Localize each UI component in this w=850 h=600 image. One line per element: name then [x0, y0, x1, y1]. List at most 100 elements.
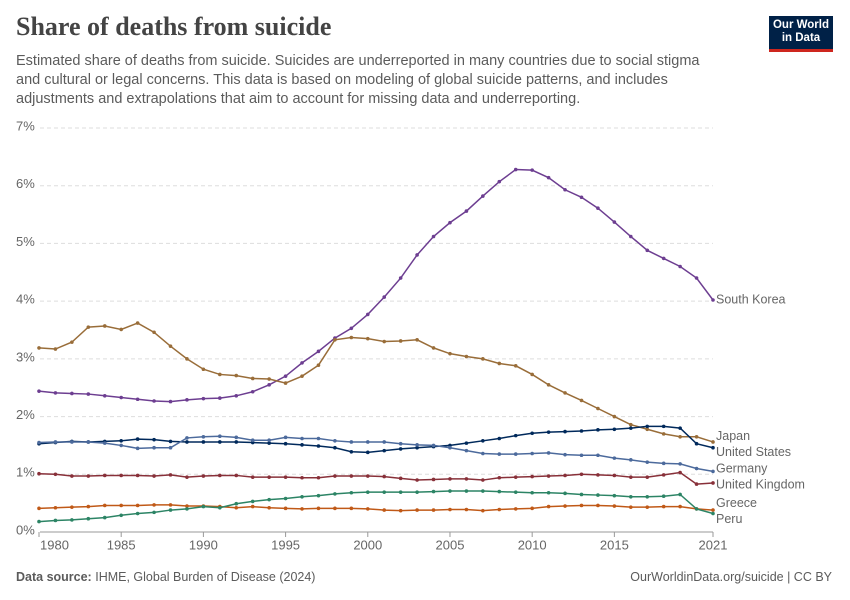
y-tick-label: 6%: [16, 176, 35, 191]
data-point: [398, 441, 403, 446]
data-point: [201, 504, 206, 509]
data-point: [481, 357, 485, 361]
x-tick-label: 1980: [40, 537, 69, 552]
data-point: [513, 507, 518, 511]
source-url[interactable]: OurWorldinData.org/suicide | CC BY: [630, 570, 832, 584]
data-point: [316, 493, 321, 498]
data-point: [645, 460, 650, 464]
data-point: [185, 398, 189, 402]
data-point: [431, 346, 436, 350]
data-point: [185, 436, 189, 440]
data-point: [333, 474, 337, 478]
data-point: [711, 440, 715, 444]
data-point: [661, 473, 666, 477]
data-point: [563, 429, 567, 434]
data-point: [37, 519, 41, 524]
data-point: [629, 458, 633, 462]
data-point: [86, 516, 91, 521]
data-point: [201, 474, 206, 478]
series-line: [38, 504, 714, 512]
data-point: [300, 494, 304, 499]
data-point: [612, 414, 617, 419]
data-point: [415, 478, 419, 482]
data-point: [102, 324, 107, 328]
data-point: [448, 489, 452, 493]
data-point: [234, 435, 239, 440]
data-point: [645, 427, 650, 432]
data-point: [612, 473, 617, 478]
data-point: [497, 475, 502, 480]
data-point: [333, 338, 337, 342]
series-label: Greece: [716, 496, 757, 510]
data-point: [86, 392, 91, 396]
data-point: [333, 439, 337, 443]
data-point: [316, 444, 321, 448]
data-point: [300, 361, 304, 365]
data-point: [70, 391, 74, 396]
data-point: [579, 453, 584, 458]
data-point: [513, 167, 518, 172]
data-point: [678, 426, 682, 430]
data-point: [645, 475, 650, 479]
data-point: [53, 518, 58, 523]
data-point: [119, 395, 123, 400]
data-point: [168, 473, 173, 477]
data-point: [645, 248, 650, 253]
data-point: [37, 389, 41, 393]
data-point: [661, 494, 666, 499]
series-label: United States: [716, 445, 791, 459]
data-point: [250, 376, 255, 381]
data-point: [250, 438, 255, 443]
data-point: [694, 482, 699, 486]
data-point: [497, 361, 502, 366]
data-point: [382, 295, 387, 299]
data-point: [53, 440, 58, 444]
data-point: [283, 475, 288, 479]
data-point: [267, 438, 271, 443]
data-point: [102, 393, 107, 398]
data-point: [612, 427, 617, 432]
logo[interactable]: Our World in Data: [769, 16, 833, 52]
data-point: [267, 383, 271, 387]
data-point: [513, 452, 518, 456]
data-point: [300, 374, 304, 378]
series-line: [38, 425, 714, 454]
data-point: [53, 505, 58, 510]
data-point: [218, 396, 222, 400]
series-label: Germany: [716, 461, 768, 475]
data-point: [513, 363, 518, 368]
data-point: [168, 344, 173, 348]
data-point: [415, 508, 419, 512]
data-point: [119, 503, 123, 508]
data-point: [168, 445, 173, 450]
data-point: [283, 381, 288, 385]
data-point: [135, 397, 140, 402]
data-point: [102, 503, 107, 508]
data-point: [185, 475, 189, 479]
data-point: [645, 494, 650, 499]
data-point: [349, 440, 354, 444]
data-point: [201, 434, 206, 439]
data-point: [596, 428, 600, 432]
data-point: [218, 372, 222, 377]
data-point: [678, 434, 682, 439]
data-point: [102, 441, 107, 445]
data-point: [431, 234, 436, 239]
data-point: [316, 363, 321, 368]
data-point: [546, 383, 551, 387]
data-point: [70, 505, 74, 509]
data-point: [629, 494, 633, 499]
data-point: [711, 481, 715, 485]
data-point: [513, 433, 518, 438]
data-point: [694, 507, 699, 511]
data-point: [448, 220, 452, 225]
data-point: [481, 489, 485, 493]
data-point: [415, 445, 419, 450]
data-point: [86, 504, 91, 509]
data-point: [711, 298, 715, 302]
data-point: [398, 508, 403, 513]
y-tick-label: 3%: [16, 349, 35, 364]
data-point: [612, 456, 617, 460]
data-point: [70, 340, 74, 344]
data-point: [267, 377, 271, 381]
